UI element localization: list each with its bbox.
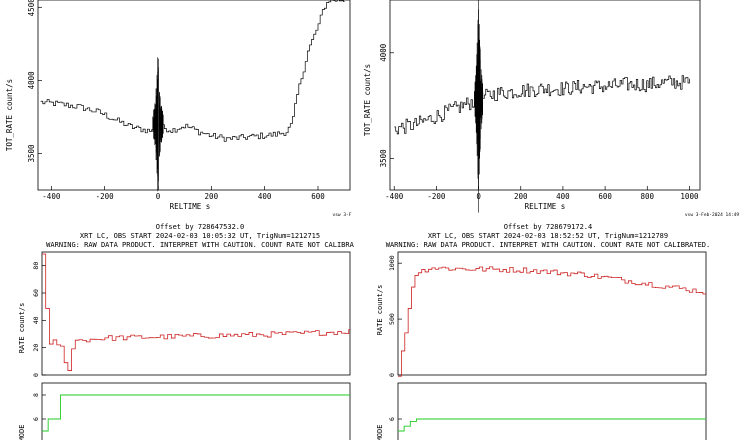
y-tick-label: 3500 bbox=[27, 144, 36, 163]
y-tick-label: 1000 bbox=[388, 255, 396, 271]
warning-label-bottom-left: WARNING: RAW DATA PRODUCT. INTERPRET WIT… bbox=[46, 241, 354, 249]
x-tick-label: -400 bbox=[42, 192, 61, 201]
footer-top-left: vsw 3-F bbox=[333, 212, 352, 218]
y-tick-label: 4000 bbox=[379, 43, 388, 62]
x-axis-label-top-right: RELTIME s bbox=[525, 202, 566, 211]
x-tick-label: -200 bbox=[96, 192, 115, 201]
offset-label-bottom-right: Offset by 728679172.4 bbox=[504, 223, 593, 231]
x-tick-label: 600 bbox=[598, 192, 612, 201]
y-ticks-top-right: 3500 4000 bbox=[379, 43, 394, 167]
mode-frame-bottom-right bbox=[397, 382, 707, 440]
x-axis-label-top-left: RELTIME s bbox=[170, 202, 211, 211]
y-tick-label: 4000 bbox=[27, 71, 36, 90]
x-ticks-top-right: -400-20002004006008001000 bbox=[385, 186, 699, 201]
warning-label-bottom-right: WARNING: RAW DATA PRODUCT. INTERPRET WIT… bbox=[386, 241, 711, 249]
y-tick-label: 8 bbox=[32, 393, 40, 397]
y-tick-label: 500 bbox=[388, 313, 396, 325]
rate-frame-bottom-right bbox=[397, 251, 707, 376]
axes-frame-top-left bbox=[37, 0, 351, 191]
rate-y-ticks-bottom-right: 0 500 1000 bbox=[388, 255, 402, 377]
y-tick-label: 60 bbox=[32, 289, 40, 297]
x-tick-label: 400 bbox=[258, 192, 272, 201]
y-tick-label: 3500 bbox=[379, 149, 388, 168]
burst-noise-top-left bbox=[152, 57, 164, 192]
obs-label-bottom-right: XRT LC, OBS START 2024-02-03 18:52:52 UT… bbox=[428, 232, 668, 240]
x-tick-label: 1000 bbox=[680, 192, 699, 201]
x-tick-label: -200 bbox=[427, 192, 446, 201]
y-tick-label: 80 bbox=[32, 262, 40, 270]
rate-ylabel-bottom-left: RATE count/s bbox=[18, 303, 26, 354]
y-tick-label: 40 bbox=[32, 316, 40, 324]
mode-ylabel-bottom-left: MODE bbox=[18, 425, 26, 440]
panel-top-left: 3500 4000 4500 -400 -200 0 200 400 600 TOT_RATE… bbox=[5, 0, 352, 218]
mode-y-ticks-bottom-right: 6 bbox=[388, 417, 402, 421]
y-tick-label: 0 bbox=[32, 373, 40, 377]
offset-label-bottom-left: Offset by 728647532.0 bbox=[156, 223, 245, 231]
mode-frame-bottom-left bbox=[41, 382, 351, 440]
x-tick-label: 600 bbox=[311, 192, 325, 201]
y-tick-label: 0 bbox=[388, 373, 396, 377]
x-tick-label: 200 bbox=[514, 192, 528, 201]
y-tick-label: 6 bbox=[32, 417, 40, 421]
x-ticks-top-left: -400 -200 0 200 400 600 bbox=[42, 186, 325, 201]
y-tick-label: 20 bbox=[32, 344, 40, 352]
y-tick-label: 6 bbox=[388, 417, 396, 421]
mode-curve-bottom-right bbox=[398, 418, 706, 432]
lightcurve-top-left bbox=[40, 0, 345, 142]
rate-y-ticks-bottom-left: 0 20 40 60 80 bbox=[32, 262, 46, 377]
panel-bottom-right: Offset by 728679172.4 XRT LC, OBS START … bbox=[376, 223, 710, 440]
mode-curve-bottom-left bbox=[42, 394, 350, 432]
footer-top-right: vsw 3-Feb-2024 14:49 bbox=[685, 212, 739, 218]
y-axis-label-top-left: TOT_RATE count/s bbox=[5, 79, 14, 151]
burst-noise-top-right bbox=[474, 0, 483, 213]
axes-frame-top-right bbox=[389, 0, 701, 191]
lightcurve-top-right bbox=[394, 75, 690, 135]
obs-label-bottom-left: XRT LC, OBS START 2024-02-03 10:05:32 UT… bbox=[80, 232, 320, 240]
y-axis-label-top-right: TOT_RATE count/s bbox=[363, 64, 372, 136]
mode-y-ticks-bottom-left: 68 bbox=[32, 393, 46, 421]
mode-ylabel-bottom-right: MODE bbox=[376, 425, 384, 440]
x-tick-label: 800 bbox=[641, 192, 655, 201]
x-tick-label: 200 bbox=[205, 192, 219, 201]
rate-frame-bottom-left bbox=[41, 251, 351, 376]
rate-curve-bottom-left bbox=[42, 253, 350, 371]
rate-curve-bottom-right bbox=[398, 266, 706, 377]
rate-ylabel-bottom-right: RATE count/s bbox=[376, 285, 384, 336]
panel-bottom-left: Offset by 728647532.0 XRT LC, OBS START … bbox=[18, 223, 355, 440]
x-tick-label: -400 bbox=[385, 192, 404, 201]
y-ticks-top-left: 3500 4000 4500 bbox=[27, 0, 42, 162]
y-tick-label: 4500 bbox=[27, 0, 36, 16]
x-tick-label: 400 bbox=[556, 192, 570, 201]
x-tick-label: 0 bbox=[156, 192, 161, 201]
